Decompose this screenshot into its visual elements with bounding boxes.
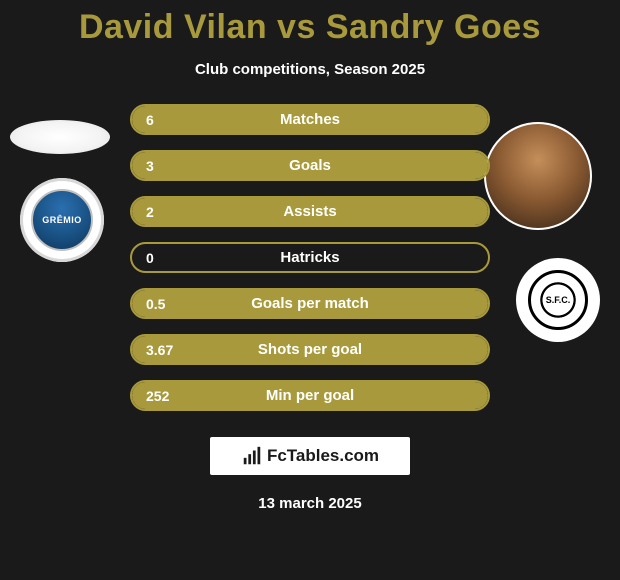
footer-date: 13 march 2025 xyxy=(0,495,620,512)
stat-row: 6Matches xyxy=(130,104,490,135)
player-right-club-badge: S.F.C. xyxy=(516,258,600,342)
stat-row: 252Min per goal xyxy=(130,380,490,411)
stat-label: Hatricks xyxy=(132,249,488,266)
stat-row: 3.67Shots per goal xyxy=(130,334,490,365)
stat-row: 2Assists xyxy=(130,196,490,227)
player-right-club-label: S.F.C. xyxy=(528,270,588,330)
stat-row: 3Goals xyxy=(130,150,490,181)
page-title: David Vilan vs Sandry Goes xyxy=(0,0,620,47)
stat-row: 0Hatricks xyxy=(130,242,490,273)
player-left-club-label: GRÊMIO xyxy=(31,189,93,251)
subtitle: Club competitions, Season 2025 xyxy=(0,61,620,78)
site-logo[interactable]: FcTables.com xyxy=(210,437,410,475)
stat-label: Goals per match xyxy=(132,295,488,312)
stat-label: Min per goal xyxy=(132,387,488,404)
player-left-avatar xyxy=(10,120,110,154)
stat-label: Assists xyxy=(132,203,488,220)
stat-row: 0.5Goals per match xyxy=(130,288,490,319)
stat-label: Shots per goal xyxy=(132,341,488,358)
stat-label: Matches xyxy=(132,111,488,128)
player-right-avatar xyxy=(484,122,592,230)
chart-icon xyxy=(241,445,263,467)
player-left-club-badge: GRÊMIO xyxy=(20,178,104,262)
stat-label: Goals xyxy=(132,157,488,174)
site-logo-label: FcTables.com xyxy=(267,446,379,466)
